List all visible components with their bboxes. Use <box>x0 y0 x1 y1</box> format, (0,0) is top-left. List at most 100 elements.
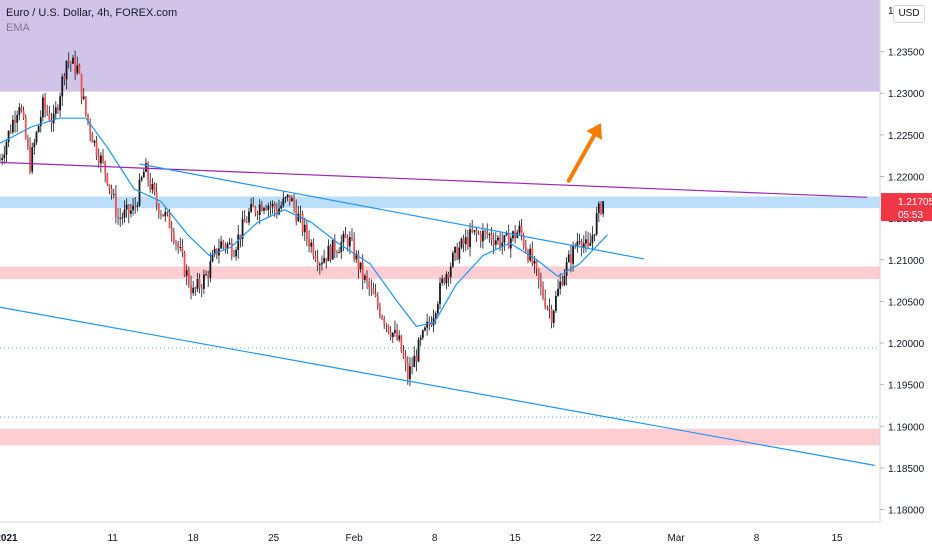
candle <box>74 50 77 80</box>
candle-body <box>413 355 416 368</box>
candle <box>162 214 165 217</box>
candle <box>361 254 364 290</box>
candle-body <box>503 235 506 243</box>
candle-body <box>428 321 431 324</box>
candle <box>327 239 330 262</box>
candle <box>509 235 512 258</box>
candle <box>527 248 529 264</box>
candle <box>82 88 85 101</box>
candle <box>22 106 25 120</box>
candle <box>303 217 306 241</box>
candle <box>295 199 298 226</box>
candle-body <box>415 355 418 362</box>
candle <box>44 93 46 118</box>
candle-body <box>260 204 263 211</box>
candle-body <box>284 197 287 199</box>
candle <box>29 137 31 175</box>
ema-layer <box>0 117 608 328</box>
currency-button[interactable]: USD <box>893 5 925 23</box>
candle-body <box>104 161 107 174</box>
candle <box>550 304 553 329</box>
candle-body <box>241 219 244 240</box>
candle-body <box>65 61 68 80</box>
candle <box>421 329 424 340</box>
price-tick-label: 1.19000 <box>888 422 925 433</box>
candle-body <box>5 142 8 155</box>
candle-body <box>237 234 240 251</box>
candle <box>155 183 158 211</box>
candle-body <box>220 241 222 249</box>
candle-body <box>190 284 192 294</box>
candle <box>391 332 394 344</box>
candle <box>374 283 377 298</box>
candle-body <box>226 244 229 249</box>
candle-body <box>342 233 345 243</box>
candle-body <box>39 117 42 127</box>
candle <box>419 334 422 347</box>
time-tick-label: 15 <box>832 533 844 544</box>
candle <box>106 172 109 186</box>
candle <box>187 266 190 288</box>
candle-body <box>136 205 139 207</box>
candle-body <box>473 230 476 232</box>
candle <box>209 252 212 283</box>
candle-body <box>570 254 572 264</box>
candle-body <box>125 204 128 210</box>
candle-body <box>254 207 257 214</box>
zone-blue-1 <box>0 196 880 209</box>
candle <box>479 230 482 248</box>
candle <box>284 196 287 203</box>
candle-body <box>44 97 46 110</box>
candle <box>323 249 325 264</box>
candle <box>417 337 420 363</box>
candle-body <box>492 240 495 245</box>
candle-body <box>501 242 504 247</box>
candle-body <box>462 238 465 245</box>
candle-body <box>286 194 289 198</box>
candle-body <box>327 245 330 262</box>
candle <box>436 301 439 318</box>
candle-body <box>454 246 456 253</box>
candle <box>237 225 240 259</box>
candle <box>170 220 173 242</box>
price-tick-label: 1.20000 <box>888 339 925 350</box>
time-tick-label: 15 <box>510 533 522 544</box>
trendline-purple-0 <box>0 161 868 198</box>
candle <box>252 196 255 208</box>
candle-body <box>535 260 538 269</box>
candle-body <box>398 335 401 340</box>
candle <box>213 245 216 257</box>
candle <box>333 234 336 259</box>
candle <box>52 104 55 132</box>
candle <box>559 273 562 295</box>
candle-body <box>411 366 413 368</box>
candle-body <box>432 317 435 326</box>
candle <box>241 210 244 247</box>
candle-body <box>22 110 25 118</box>
candle-body <box>230 243 233 256</box>
candle <box>482 223 484 249</box>
candle-body <box>308 238 310 247</box>
candle-body <box>303 224 306 233</box>
candle-body <box>185 270 188 276</box>
candle <box>54 101 57 120</box>
candle-body <box>301 213 304 233</box>
candle-body <box>567 254 570 263</box>
candle-body <box>518 225 521 233</box>
candle-body <box>361 262 364 280</box>
candle-body <box>520 225 523 236</box>
candle <box>78 63 81 75</box>
candle-body <box>359 262 362 270</box>
candle <box>396 323 398 342</box>
candle <box>411 357 413 375</box>
candle <box>205 270 207 276</box>
price-tick-label: 1.23000 <box>888 89 925 100</box>
candle-body <box>196 279 199 289</box>
candle-body <box>494 240 497 245</box>
candle <box>520 218 523 241</box>
candle <box>37 125 40 133</box>
candle <box>535 259 538 276</box>
candle-body <box>467 237 469 247</box>
